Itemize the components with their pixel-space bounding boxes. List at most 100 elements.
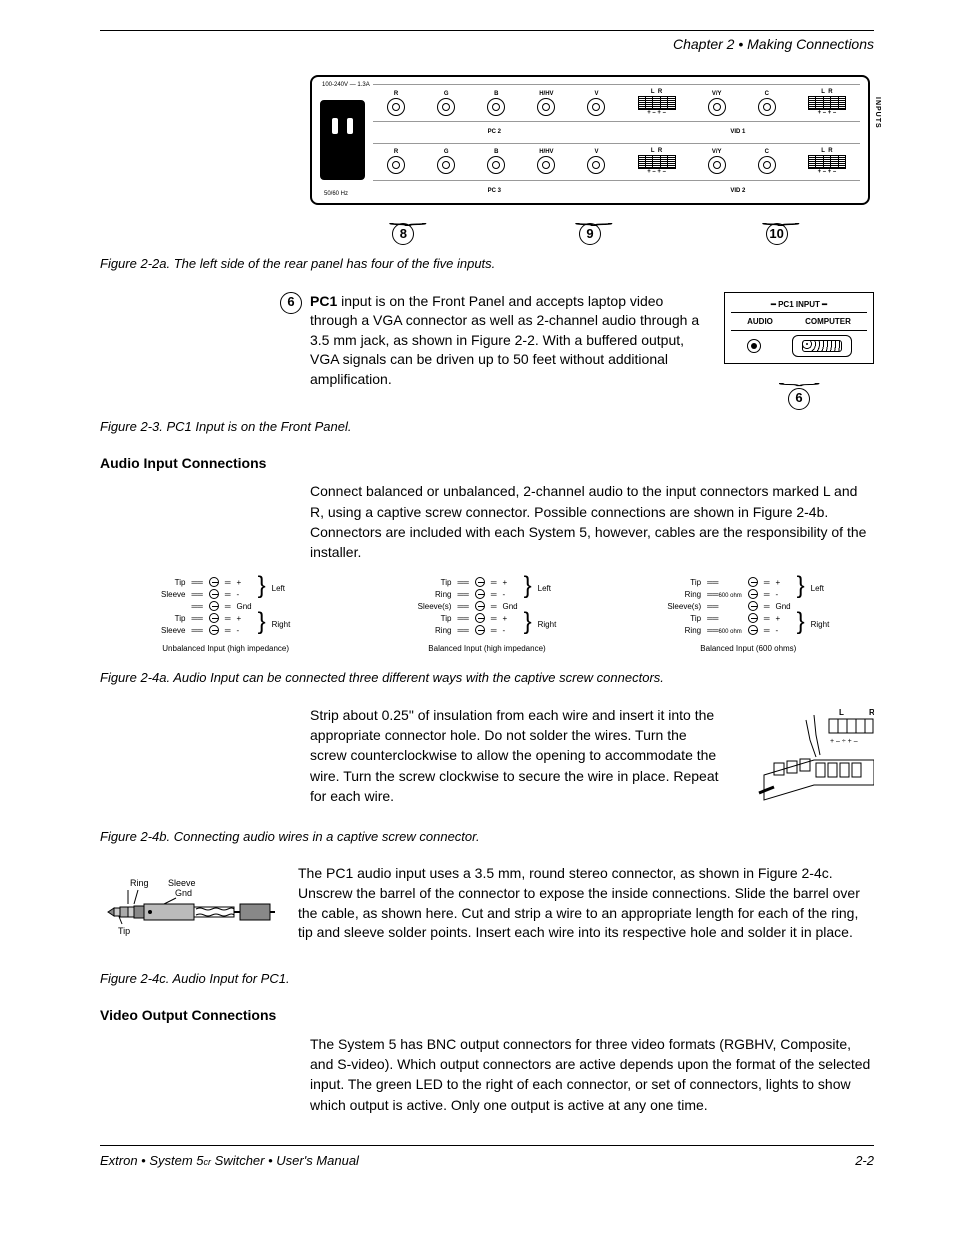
jack-diagram: Ring Sleeve Gnd Tip	[100, 874, 280, 950]
svg-text:L: L	[839, 708, 844, 717]
bnc-connector-icon	[708, 156, 726, 174]
audio-jack-icon	[747, 339, 761, 353]
bnc-label-hhv: H/HV	[539, 149, 553, 155]
footer-left: Extron • System 5cr Switcher • User's Ma…	[100, 1152, 359, 1170]
bnc-label-g: G	[444, 91, 449, 97]
polarity-label: + – + –	[647, 169, 666, 175]
captive-screw-diagram: L R + – ÷ + –	[744, 705, 874, 808]
row-label-vid2: VID 2	[730, 187, 745, 195]
bnc-connector-icon	[587, 98, 605, 116]
video-output-heading: Video Output Connections	[100, 1006, 874, 1026]
bnc-connector-icon	[437, 156, 455, 174]
audio-input-para2: Strip about 0.25" of insulation from eac…	[310, 705, 726, 806]
bnc-connector-icon	[758, 98, 776, 116]
terminal-block-icon	[638, 155, 676, 169]
bnc-label-b: B	[494, 91, 498, 97]
pc1-input-panel-diagram: ━ PC1 INPUT ━ AUDIO COMPUTER	[724, 292, 874, 364]
audio-l-label: L	[651, 148, 655, 154]
vga-connector-icon	[792, 335, 852, 357]
pc1-text-body: input is on the Front Panel and accepts …	[310, 293, 699, 387]
bnc-connector-icon	[437, 98, 455, 116]
audio-wiring-diagram: Tip═══+}LeftRing═══-Sleeve(s)═══GndTip══…	[361, 577, 612, 655]
brace-icon: ⏟	[388, 211, 418, 224]
video-output-para: The System 5 has BNC output connectors f…	[310, 1034, 874, 1115]
svg-text:R: R	[869, 708, 874, 717]
callout-8: 8	[392, 223, 414, 245]
bnc-label-v: V	[594, 149, 598, 155]
terminal-block-icon	[808, 155, 846, 169]
bnc-label-hhv: H/HV	[539, 91, 553, 97]
footer-page-number: 2-2	[855, 1152, 874, 1170]
polarity-label: + – + –	[818, 110, 837, 116]
brace-icon: ⏟	[575, 211, 605, 224]
polarity-label: + – + –	[647, 110, 666, 116]
pc1-bold: PC1	[310, 293, 337, 309]
bnc-connector-icon	[758, 156, 776, 174]
row-label-vid1: VID 1	[730, 128, 745, 136]
power-freq-label: 50/60 Hz	[324, 190, 348, 198]
terminal-block-icon	[808, 96, 846, 110]
figure-2-4c-caption: Figure 2-4c. Audio Input for PC1.	[100, 970, 874, 988]
figure-2-3-caption: Figure 2-3. PC1 Input is on the Front Pa…	[100, 418, 874, 436]
audio-input-para1: Connect balanced or unbalanced, 2-channe…	[310, 481, 874, 562]
bnc-label-c: C	[765, 91, 769, 97]
brace-icon: ⏟	[778, 368, 820, 388]
svg-text:Gnd: Gnd	[175, 888, 192, 898]
page-footer: Extron • System 5cr Switcher • User's Ma…	[100, 1145, 874, 1170]
pc1-computer-label: COMPUTER	[805, 316, 851, 327]
audio-wiring-diagram: Tip═══+}LeftRing══600 ohm═-Sleeve(s)═══G…	[623, 577, 874, 655]
figure-2-4a-caption: Figure 2-4a. Audio Input can be connecte…	[100, 669, 874, 687]
bnc-label-g: G	[444, 149, 449, 155]
bnc-label-r: R	[394, 91, 398, 97]
terminal-block-icon	[638, 96, 676, 110]
audio-l-label: L	[821, 148, 825, 154]
power-inlet-icon	[320, 100, 365, 180]
bnc-connector-icon	[487, 156, 505, 174]
bnc-connector-icon	[537, 98, 555, 116]
bnc-connector-icon	[587, 156, 605, 174]
svg-text:Tip: Tip	[118, 926, 130, 936]
pc1-audio-label: AUDIO	[747, 316, 773, 327]
rear-panel-diagram: 100-240V — 1.3A 50/60 Hz R G B H/HV V L …	[310, 75, 870, 205]
rear-panel-row-pc3: R G B H/HV V L R + – + – V/Y C L R + – + –	[373, 143, 860, 181]
svg-text:+ – ÷ + –: + – ÷ + –	[830, 738, 858, 745]
callout-10: 10	[766, 223, 788, 245]
audio-input-para3: The PC1 audio input uses a 3.5 mm, round…	[298, 864, 874, 942]
power-voltage-label: 100-240V — 1.3A	[322, 81, 370, 89]
figure-2-4b-caption: Figure 2-4b. Connecting audio wires in a…	[100, 828, 874, 846]
pc1-paragraph: PC1 input is on the Front Panel and acce…	[310, 292, 704, 390]
bnc-label-c: C	[765, 149, 769, 155]
brace-icon: ⏟	[761, 211, 791, 224]
bnc-connector-icon	[487, 98, 505, 116]
polarity-label: + – + –	[818, 169, 837, 175]
audio-wiring-diagrams: Tip═══+}LeftSleeve═══-═══GndTip═══+}Righ…	[100, 577, 874, 655]
callout-6: 6	[280, 292, 302, 314]
row-label-pc3: PC 3	[488, 187, 501, 195]
callout-9: 9	[579, 223, 601, 245]
pc1-panel-title: PC1 INPUT	[778, 300, 820, 309]
svg-text:Ring: Ring	[130, 878, 149, 888]
bnc-connector-icon	[708, 98, 726, 116]
figure-2-2a-caption: Figure 2-2a. The left side of the rear p…	[100, 255, 874, 273]
audio-l-label: L	[821, 89, 825, 95]
figure-2-2a: 100-240V — 1.3A 50/60 Hz R G B H/HV V L …	[100, 75, 874, 246]
svg-text:Sleeve: Sleeve	[168, 878, 196, 888]
bnc-connector-icon	[387, 156, 405, 174]
bnc-label-vy: V/Y	[712, 91, 722, 97]
audio-r-label: R	[828, 89, 832, 95]
row-label-pc2: PC 2	[488, 128, 501, 136]
audio-l-label: L	[651, 89, 655, 95]
bnc-label-r: R	[394, 149, 398, 155]
chapter-header: Chapter 2 • Making Connections	[100, 35, 874, 55]
bnc-connector-icon	[537, 156, 555, 174]
audio-r-label: R	[828, 148, 832, 154]
audio-wiring-diagram: Tip═══+}LeftSleeve═══-═══GndTip═══+}Righ…	[100, 577, 351, 655]
audio-r-label: R	[658, 89, 662, 95]
inputs-label: INPUTS	[872, 97, 882, 129]
bnc-label-b: B	[494, 149, 498, 155]
bnc-label-vy: V/Y	[712, 149, 722, 155]
bnc-label-v: V	[594, 91, 598, 97]
bnc-connector-icon	[387, 98, 405, 116]
audio-r-label: R	[658, 148, 662, 154]
audio-input-heading: Audio Input Connections	[100, 454, 874, 474]
